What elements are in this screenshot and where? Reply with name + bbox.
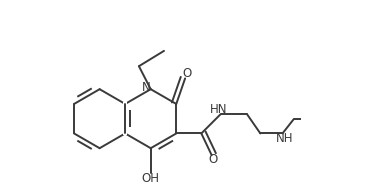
Text: O: O bbox=[208, 153, 217, 166]
Text: HN: HN bbox=[210, 103, 227, 116]
Text: NH: NH bbox=[276, 132, 294, 144]
Text: O: O bbox=[183, 67, 192, 80]
Text: OH: OH bbox=[142, 172, 160, 185]
Text: N: N bbox=[142, 81, 150, 94]
